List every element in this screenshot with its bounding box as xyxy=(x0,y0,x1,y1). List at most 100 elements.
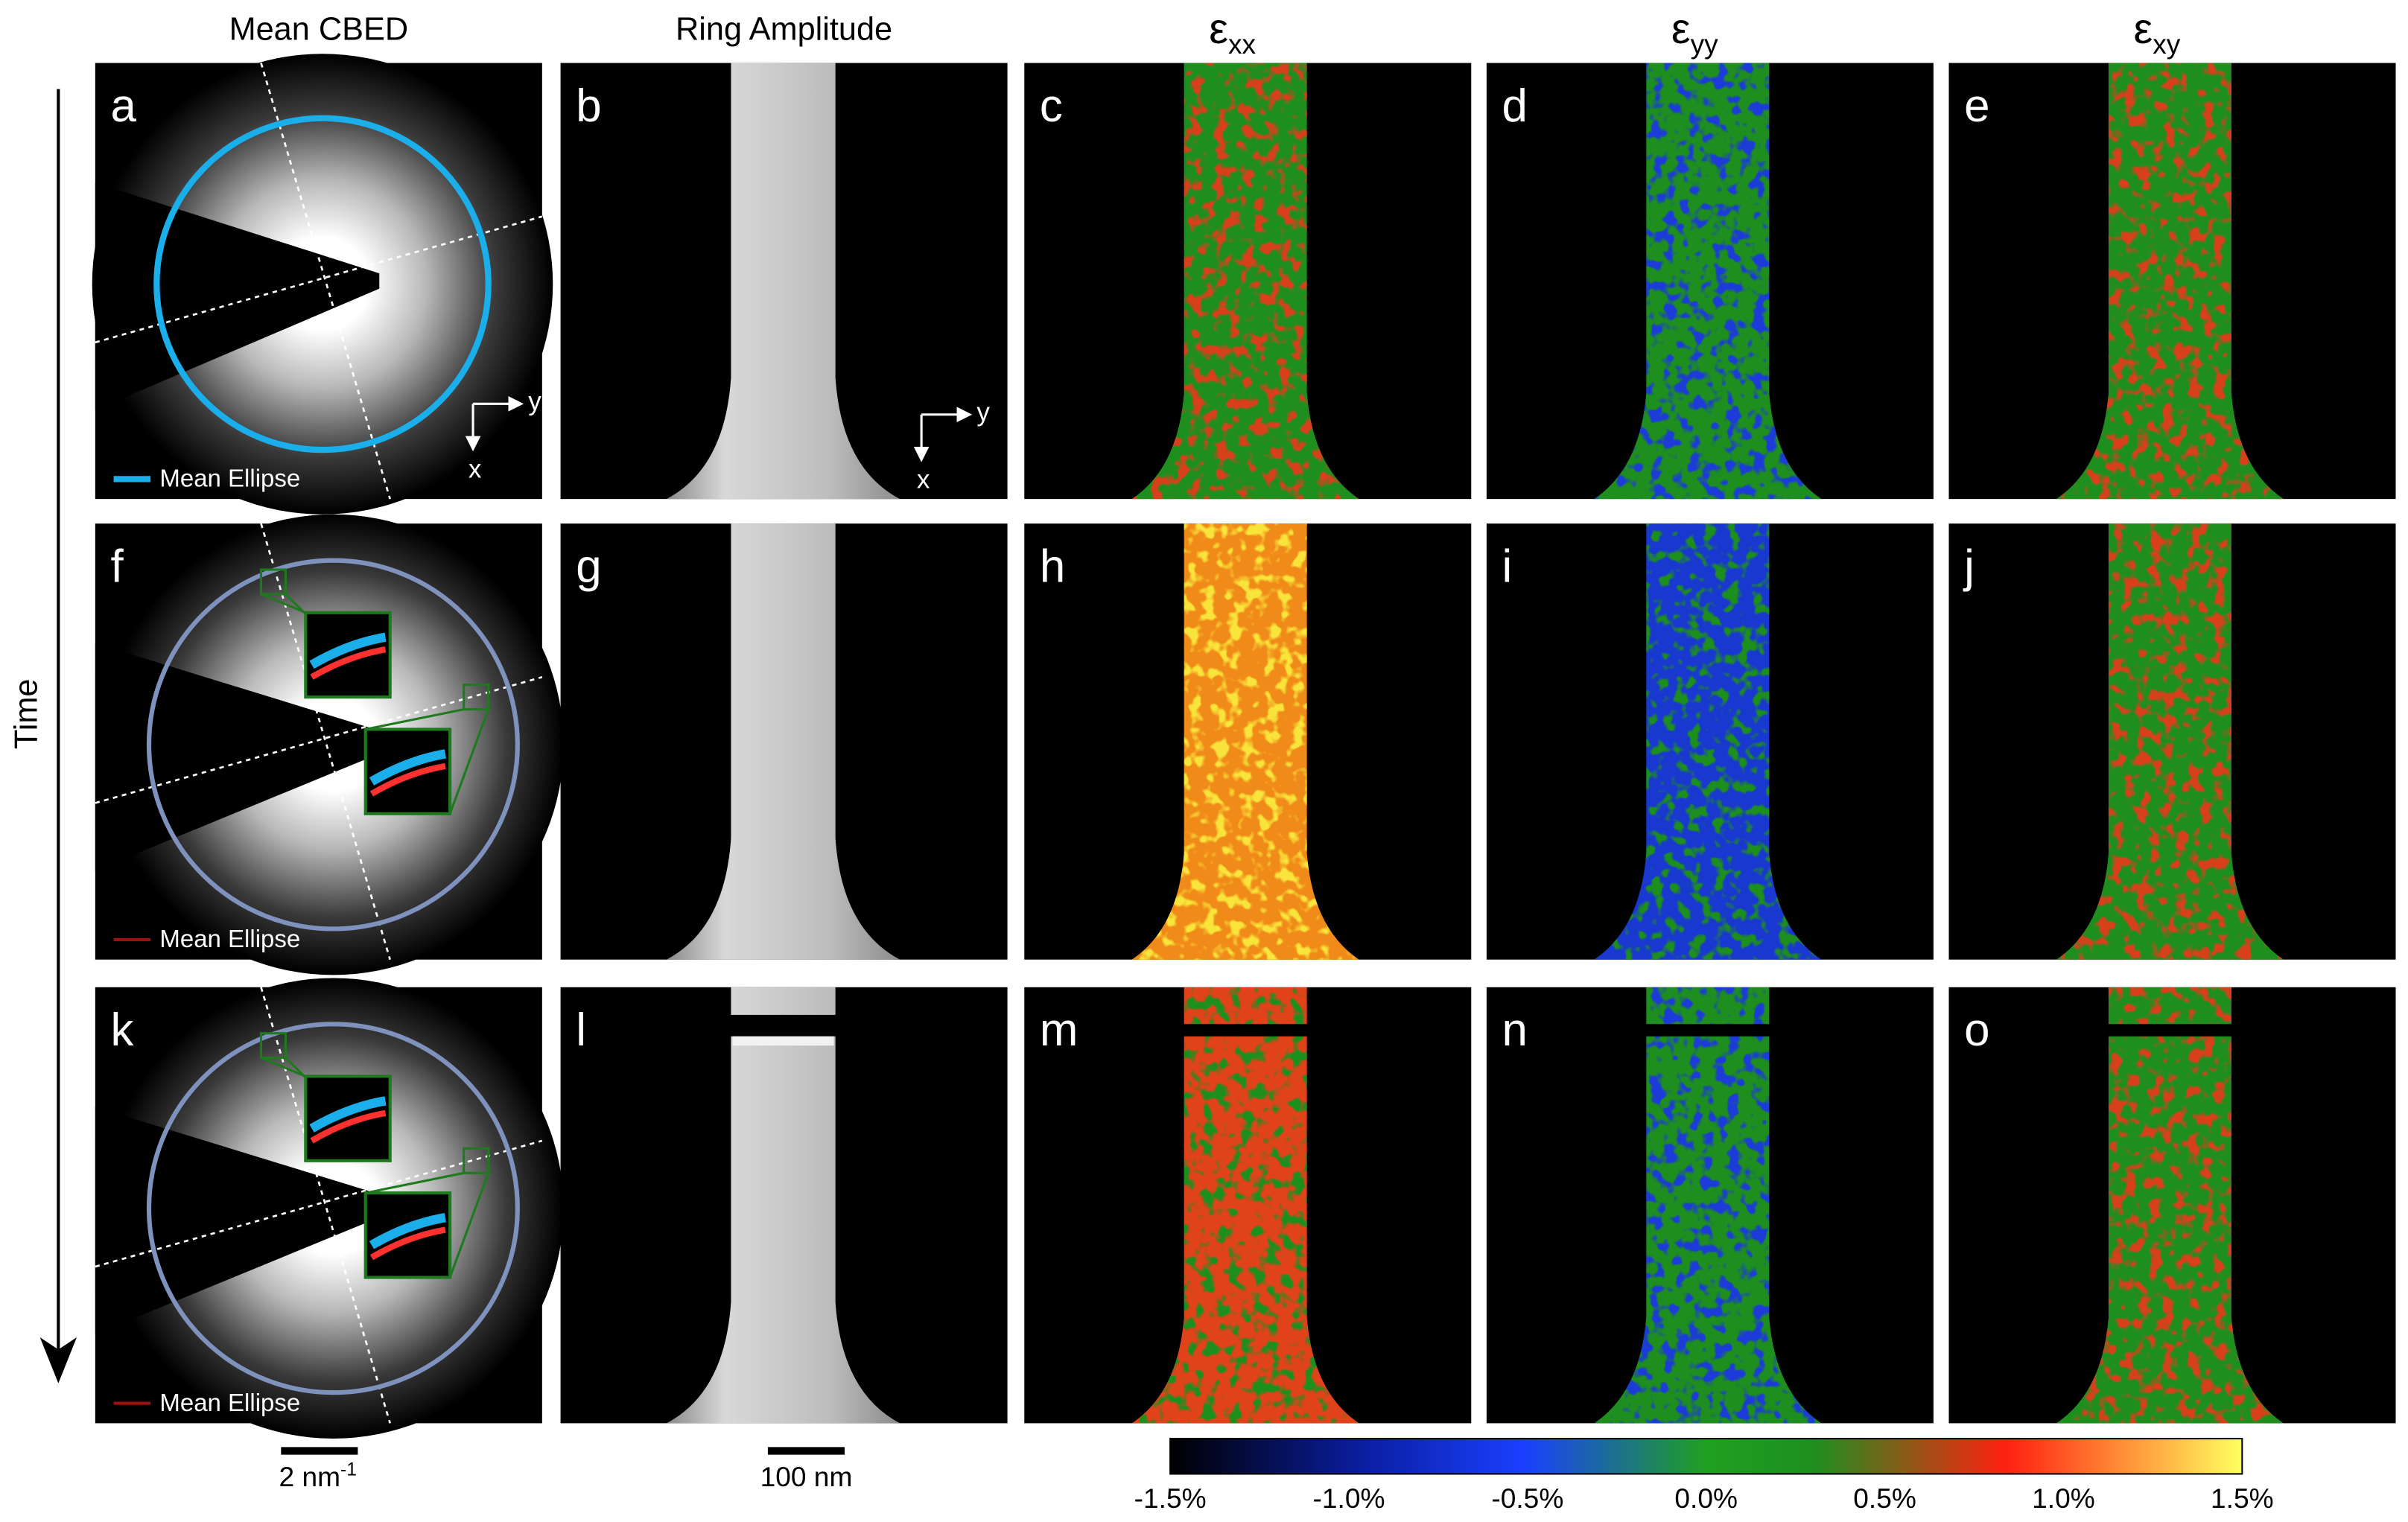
inset-zoom xyxy=(304,1074,392,1162)
scale-bar-label: 2 nm-1 xyxy=(279,1459,358,1491)
inset-source xyxy=(463,684,490,711)
colorbar-tick-label: 0.5% xyxy=(1853,1483,1916,1514)
panel-letter: g xyxy=(576,541,601,592)
inset-zoom xyxy=(304,611,392,699)
inset-arc xyxy=(369,1212,446,1249)
panel-letter: i xyxy=(1502,541,1513,592)
inset-connector xyxy=(365,1171,464,1194)
legend-text: Mean Ellipse xyxy=(159,925,300,952)
beam-stop xyxy=(95,643,390,871)
guide-line xyxy=(260,63,391,500)
mean-ellipse xyxy=(146,1022,520,1395)
strain-title: εyy xyxy=(1671,5,1718,60)
colorbar-tick-label: 1.5% xyxy=(2211,1483,2274,1514)
inset-connector xyxy=(448,709,490,815)
panel-letter: e xyxy=(1964,80,1989,132)
strain-subscript: xy xyxy=(2153,28,2181,60)
inset-connector xyxy=(448,1172,490,1279)
strain-texture xyxy=(2056,987,2284,1424)
strain-symbol: ε xyxy=(1209,5,1228,53)
inset-connector xyxy=(260,1057,306,1077)
strain-texture xyxy=(1131,523,1359,960)
fracture-edge xyxy=(732,1036,834,1046)
inset-zoom xyxy=(363,727,452,815)
guide-line xyxy=(95,215,543,344)
guide-line xyxy=(95,1139,543,1268)
colorbar-tick-label: -1.5% xyxy=(1134,1483,1207,1514)
strain-symbol: ε xyxy=(1671,5,1691,53)
colorbar xyxy=(1169,1437,2243,1475)
panel-letter: o xyxy=(1964,1004,1989,1056)
inset-arc xyxy=(369,762,446,797)
panel-letter: k xyxy=(110,1004,134,1056)
strain-title: εxy xyxy=(2133,5,2180,60)
colorbar-tick-label: 1.0% xyxy=(2032,1483,2095,1514)
specimen xyxy=(666,987,900,1424)
panel-letter: m xyxy=(1040,1004,1078,1056)
mean-ellipse xyxy=(146,558,520,932)
inset-arc xyxy=(310,646,387,680)
fracture-gap xyxy=(1162,1024,1332,1037)
legend-text: Mean Ellipse xyxy=(159,465,300,492)
panel-letter: d xyxy=(1502,80,1528,132)
fracture-gap xyxy=(1624,1024,1794,1037)
time-label: Time xyxy=(8,679,44,750)
colorbar-tick-label: 0.0% xyxy=(1674,1483,1738,1514)
panel-letter: j xyxy=(1963,541,1975,592)
scale-bar-superscript: -1 xyxy=(340,1459,357,1480)
strain-texture xyxy=(1131,987,1359,1424)
panel-letter: b xyxy=(576,80,601,132)
inset-source xyxy=(259,568,288,596)
strain-texture xyxy=(1131,63,1359,500)
beam-stop xyxy=(95,182,380,410)
strain-texture xyxy=(1594,987,1822,1424)
guide-line xyxy=(260,523,391,961)
inset-source xyxy=(463,1147,490,1174)
strain-title: εxx xyxy=(1209,5,1256,60)
axis-label: x xyxy=(917,465,930,494)
colorbar-tick-label: -0.5% xyxy=(1491,1483,1563,1514)
panel-letter: f xyxy=(110,541,124,592)
strain-subscript: yy xyxy=(1691,28,1719,60)
legend-text: Mean Ellipse xyxy=(159,1389,300,1416)
inset-arc xyxy=(369,749,446,786)
inset-zoom xyxy=(363,1191,452,1279)
axis-label: x xyxy=(468,454,482,483)
colorbar-tick-label: -1.0% xyxy=(1313,1483,1385,1514)
strain-texture xyxy=(1594,523,1822,960)
guide-line xyxy=(95,676,543,804)
fracture-gap xyxy=(714,1014,853,1037)
strain-subscript: xx xyxy=(1228,28,1257,60)
inset-arc xyxy=(310,1109,387,1144)
inset-source xyxy=(259,1032,288,1060)
fracture-gap xyxy=(2087,1024,2256,1037)
column-title: Mean CBED xyxy=(229,12,409,48)
specimen xyxy=(666,63,900,500)
scale-bar-text: 2 nm xyxy=(279,1461,341,1492)
column-title: Ring Amplitude xyxy=(676,12,892,48)
panel-letter: h xyxy=(1040,541,1065,592)
axis-label: y xyxy=(528,387,541,416)
mean-ellipse xyxy=(153,115,492,453)
inset-arc xyxy=(309,632,387,669)
strain-texture xyxy=(2056,63,2284,500)
inset-arc xyxy=(369,1226,446,1261)
strain-texture xyxy=(1594,63,1822,500)
specimen xyxy=(666,523,900,960)
panel-letter: n xyxy=(1502,1004,1528,1056)
inset-arc xyxy=(309,1096,387,1133)
guide-line xyxy=(260,987,391,1424)
strain-symbol: ε xyxy=(2133,5,2153,53)
axis-label: y xyxy=(976,398,990,427)
scale-bar-label: 100 nm xyxy=(760,1461,853,1492)
strain-texture xyxy=(2056,523,2284,960)
panel-letter: c xyxy=(1040,80,1063,132)
inset-connector xyxy=(365,708,464,730)
panel-letter: l xyxy=(576,1004,586,1056)
beam-stop xyxy=(95,1107,390,1334)
inset-connector xyxy=(260,593,306,614)
panel-letter: a xyxy=(110,80,136,132)
